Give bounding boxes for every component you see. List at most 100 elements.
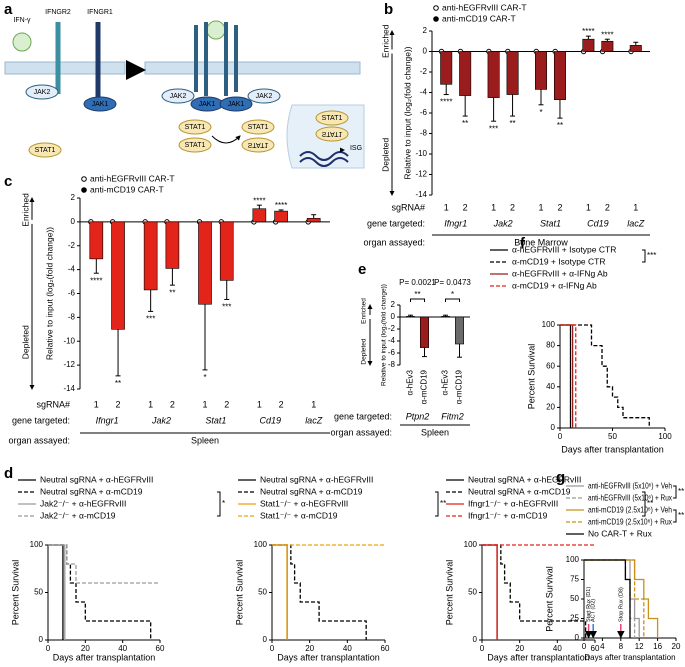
y-axis-label: Percent Survival	[234, 560, 244, 626]
legend-label: Neutral sgRNA + α-mCD19	[40, 486, 143, 496]
panel-letter: f	[520, 235, 526, 252]
protein	[315, 126, 349, 142]
y-tick-label: 0	[575, 633, 580, 642]
legend-label: anti-hEGFRvIII CAR-T	[90, 173, 175, 183]
protein-label: IFNGR1	[87, 9, 113, 16]
y-tick-label: -12	[63, 360, 75, 369]
protein-label: JAK1	[199, 101, 216, 108]
survival-curve	[48, 544, 160, 584]
x-tick-label: 60	[156, 644, 165, 653]
legend-label: anti-mCD19 CAR-T	[90, 184, 164, 194]
bar	[111, 221, 125, 330]
protein-label: JAK2	[170, 93, 187, 100]
legend-label: anti-hEGFRvIII (5x10⁶) + Veh	[588, 480, 672, 490]
y-tick-label: 100	[542, 320, 556, 329]
row-label: organ assayed:	[363, 237, 425, 247]
x-tick-label: 40	[343, 644, 352, 653]
x-tick-label: 60	[591, 644, 600, 653]
y-tick-label: 2	[391, 300, 396, 309]
significance: *	[203, 373, 206, 382]
survival-curve	[272, 544, 288, 640]
category-label: 1	[444, 202, 449, 212]
significance: *	[222, 499, 225, 508]
significance: *	[539, 108, 542, 117]
y-tick-label: 0	[71, 217, 76, 226]
protein-label: ISG	[350, 145, 362, 152]
x-axis-label: Days after transplantation	[277, 652, 380, 662]
y-tick-label: -2	[68, 241, 76, 250]
y-tick-label: -12	[415, 170, 427, 179]
survival-curve	[482, 544, 587, 640]
legend-marker	[81, 176, 87, 182]
significance: ****	[275, 201, 287, 210]
bar	[198, 221, 212, 305]
y-tick-label: -6	[68, 289, 76, 298]
legend-label: α-mCD19 + Isotype CTR	[512, 256, 605, 266]
y-tick-label: -8	[420, 129, 428, 138]
category-label: 2	[605, 202, 610, 212]
sig-bracket	[673, 509, 677, 523]
p-value: P= 0.0473	[434, 278, 471, 287]
protein	[219, 96, 253, 112]
y-tick-label: 100	[30, 540, 44, 549]
x-tick-label: 40	[553, 644, 562, 653]
significance: ****	[253, 196, 265, 205]
protein-label: STAT1	[185, 142, 206, 149]
protein	[315, 110, 349, 126]
bar	[553, 51, 566, 100]
significance: *	[451, 290, 454, 299]
y-tick-label: -4	[388, 336, 396, 345]
y-tick-label: 40	[546, 382, 555, 391]
legend-marker	[433, 16, 439, 22]
y-tick-label: 100	[464, 540, 478, 549]
row-label: organ assayed:	[330, 427, 392, 437]
bar	[601, 40, 614, 52]
y-tick-label: -14	[415, 190, 427, 199]
protein-label: STAT1	[322, 115, 343, 122]
x-tick-label: 0	[582, 642, 587, 651]
legend-label: Neutral sgRNA + α-hEGFRvIII	[260, 474, 373, 484]
y-tick-label: 25	[570, 614, 579, 623]
legend-label: Neutral sgRNA + α-mCD19	[260, 486, 363, 496]
bar	[405, 316, 415, 318]
protein-label: JAK1	[92, 101, 109, 108]
y-axis-label: Percent Survival	[10, 560, 20, 626]
x-tick-label: 20	[305, 644, 314, 653]
survival-curve	[560, 324, 650, 428]
significance: **	[678, 487, 684, 496]
bar	[454, 316, 464, 345]
protein	[83, 96, 117, 112]
y-axis-label: Percent Survival	[526, 344, 536, 410]
y-tick-label: 50	[570, 594, 579, 603]
protein	[178, 119, 212, 135]
y-tick-label: -4	[68, 265, 76, 274]
legend-label: anti-hEGFRvIII CAR-T	[442, 2, 527, 12]
category-label: 1	[311, 399, 316, 409]
bar	[506, 51, 519, 95]
significance: **	[440, 499, 446, 508]
y-tick-label: 50	[258, 588, 267, 597]
significance: **	[462, 119, 468, 128]
group-label: Ifngr1	[444, 218, 467, 228]
protein-label: STAT1	[185, 124, 206, 131]
event-label: Stop Rux (D8)	[618, 587, 624, 622]
x-axis-label: Days after transplantation	[584, 653, 675, 662]
category-label: 2	[116, 399, 121, 409]
membrane	[144, 61, 361, 75]
sig-bracket	[445, 298, 460, 302]
bar	[89, 221, 104, 260]
group-label: lacZ	[305, 415, 323, 425]
legend-label: α-hEGFRvIII + α-IFNg Ab	[512, 268, 608, 278]
protein-label: JAK1	[228, 101, 245, 108]
significance: ***	[146, 315, 155, 324]
y-tick-label: -6	[420, 108, 428, 117]
enriched-label: Enriched	[380, 24, 390, 58]
row-label: gene targeted:	[334, 411, 392, 421]
y-tick-label: 20	[546, 403, 555, 412]
significance: **	[414, 290, 420, 299]
arrow	[211, 135, 241, 144]
group-label: lacZ	[627, 218, 645, 228]
legend-label: α-hEGFRvIII + Isotype CTR	[512, 244, 616, 254]
enriched-label: Enriched	[20, 193, 30, 227]
x-tick-label: 20	[672, 642, 681, 651]
